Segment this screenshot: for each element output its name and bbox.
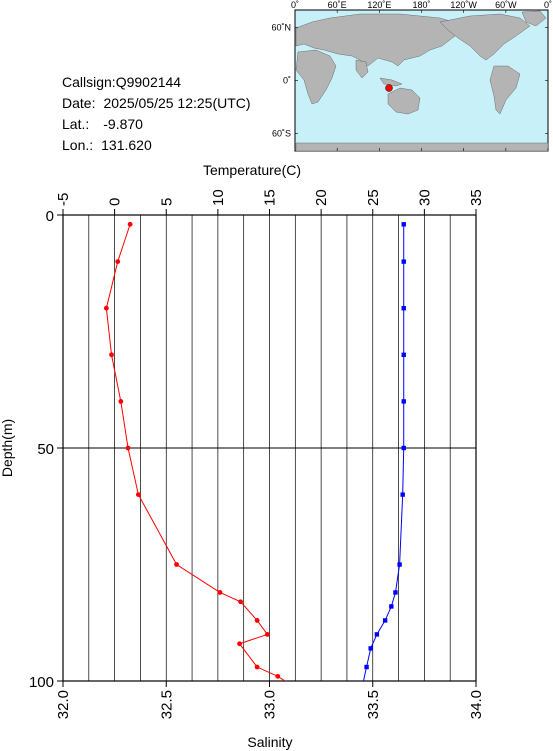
float-position-marker — [385, 84, 393, 92]
salinity-tick-label: 33.0 — [262, 690, 279, 719]
salinity-point — [397, 562, 402, 567]
land-indonesia — [379, 77, 403, 87]
temperature-point — [135, 492, 141, 497]
salinity-point — [401, 445, 406, 451]
salinity-point — [400, 492, 405, 497]
salinity-point — [360, 683, 364, 687]
lon-value: 131.620 — [101, 137, 152, 153]
salinity-point — [401, 352, 406, 357]
temperature-tick-label: 20 — [313, 189, 330, 206]
temperature-point — [127, 221, 133, 227]
series — [103, 221, 406, 688]
temperature-tick-label: -5 — [55, 193, 72, 206]
date-line: Date: 2025/05/25 12:25(UTC) — [62, 95, 251, 111]
map-ticks: 0˚ 60˚E 120˚E 180˚ 120˚W 60˚W 0˚ 60˚N 0˚ 60˚S — [271, 0, 552, 151]
depth-axis-label: Depth(m) — [0, 419, 15, 477]
map-lon-tick-label: 60˚E — [328, 0, 347, 10]
grid — [63, 215, 476, 681]
salinity-point — [374, 632, 380, 637]
map-lon-tick-label: 0˚ — [544, 0, 552, 10]
temperature-axis-label: Temperature(C) — [203, 162, 301, 178]
lat-line: Lat.: -9.870 — [62, 116, 143, 132]
salinity-point — [401, 306, 406, 311]
salinity-point — [401, 222, 406, 227]
lat-value: -9.870 — [103, 116, 143, 132]
land-australia — [387, 87, 421, 115]
lon-line: Lon.: 131.620 — [62, 137, 152, 153]
map-lat-tick-label: 60˚N — [271, 23, 291, 33]
map-lat-tick-label: 60˚S — [272, 128, 291, 138]
salinity-point — [364, 664, 369, 670]
map-lon-tick-label: 60˚W — [495, 0, 517, 10]
temperature-point — [265, 632, 270, 637]
temperature-point — [118, 399, 124, 404]
callsign-label: Callsign: — [62, 74, 116, 90]
temperature-point — [254, 618, 260, 623]
land-india — [355, 59, 369, 79]
map-lat-tick-label: 0˚ — [283, 76, 291, 86]
temperature-tick-label: 30 — [416, 189, 433, 206]
temperature-point — [125, 445, 131, 451]
map-lon-tick-label: 120˚E — [367, 0, 391, 10]
callsign-line: Callsign:Q9902144 — [62, 74, 181, 90]
salinity-tick-label: 33.5 — [365, 690, 382, 719]
salinity-point — [389, 604, 394, 609]
depth-tick-label: 100 — [29, 674, 54, 691]
temperature-point — [275, 673, 281, 679]
temperature-line — [105, 224, 286, 681]
date-label: Date: — [62, 95, 96, 111]
salinity-point — [382, 618, 388, 623]
map-lon-tick-label: 120˚W — [450, 0, 477, 10]
temperature-point — [238, 599, 243, 605]
salinity-line — [362, 224, 405, 681]
salinity-tick-label: 32.0 — [55, 690, 72, 719]
station-info: Callsign:Q9902144 Date: 2025/05/25 12:25(… — [62, 74, 282, 154]
date-value: 2025/05/25 12:25(UTC) — [103, 95, 251, 111]
salinity-point — [368, 646, 373, 651]
temperature-point — [254, 664, 260, 670]
temperature-point — [115, 259, 121, 264]
salinity-point — [393, 590, 398, 595]
land-greenland — [521, 10, 547, 27]
salinity-point — [401, 259, 406, 264]
map-lon-tick-label: 0˚ — [291, 0, 299, 10]
temperature-tick-label: 0 — [107, 198, 124, 206]
depth-tick-label: 0 — [46, 208, 54, 225]
lon-label: Lon.: — [62, 137, 94, 153]
land-eurasia — [295, 13, 461, 67]
salinity-point — [401, 399, 406, 404]
land-africa — [295, 49, 337, 105]
land-south-america — [489, 65, 521, 115]
temperature-tick-label: 10 — [210, 189, 227, 206]
lat-label: Lat.: — [62, 116, 90, 132]
temperature-point — [174, 562, 179, 567]
temperature-point — [103, 305, 109, 311]
salinity-tick-label: 34.0 — [468, 690, 485, 719]
callsign-value: Q9902144 — [115, 74, 182, 90]
salinity-axis-label: Salinity — [247, 734, 292, 750]
temperature-tick-label: 5 — [158, 198, 175, 206]
map-lon-tick-label: 180˚ — [412, 0, 430, 10]
depth-tick-label: 50 — [37, 441, 54, 458]
land-north-america — [439, 13, 531, 61]
temperature-point — [109, 352, 114, 358]
map-land — [295, 10, 549, 152]
temperature-tick-label: 25 — [365, 189, 382, 206]
temperature-point — [217, 590, 223, 595]
world-map: 0˚ 60˚E 120˚E 180˚ 120˚W 60˚W 0˚ 60˚N 0˚ 60˚S — [271, 0, 552, 152]
temperature-tick-label: 35 — [468, 189, 485, 206]
temperature-point — [237, 641, 242, 647]
salinity-tick-label: 32.5 — [158, 690, 175, 719]
temperature-tick-label: 15 — [262, 189, 279, 206]
temperature-point — [290, 683, 295, 688]
